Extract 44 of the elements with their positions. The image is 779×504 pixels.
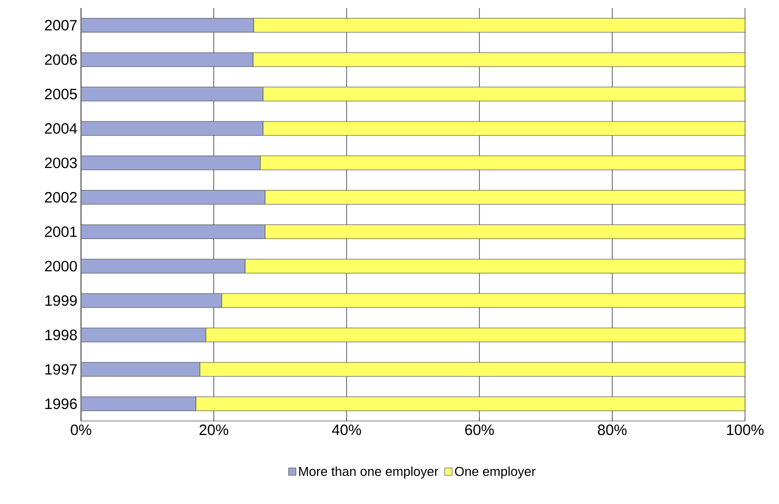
bar [262,86,746,102]
bar [264,224,746,239]
bar [260,156,746,170]
bar [81,362,200,377]
bar [206,328,746,342]
y-tick-label: 2001 [44,226,77,237]
bar [81,258,246,274]
bar [222,293,746,308]
y-tick-label: 1999 [45,295,77,306]
y-tick-label: 1996 [45,398,77,410]
x-tick-label: 80% [598,424,627,436]
y-tick-label: 2006 [44,54,77,65]
y-tick-label: 2000 [44,260,77,272]
bar [81,224,266,239]
bar [81,396,196,412]
bar [81,328,206,342]
x-tick-label: 100% [727,424,764,436]
y-tick-label: 2003 [44,158,77,168]
x-tick-label: 40% [332,424,362,436]
x-tick-label: 60% [465,424,494,436]
bar [244,258,746,274]
legend-label: More than one employer [299,466,438,479]
y-tick-label: 1998 [45,330,77,340]
bar [262,121,746,136]
y-tick-label: 2007 [44,20,77,30]
x-tick-label: 20% [200,424,228,436]
bar [81,52,254,67]
bar [81,18,254,32]
bar [81,156,261,170]
bar [200,362,746,377]
y-tick-label: 2002 [44,192,77,203]
y-tick-label: 2004 [44,123,78,134]
y-tick-label: 2005 [44,88,77,100]
bar [81,86,264,102]
bar [196,396,746,412]
bar [81,293,222,308]
bar [252,52,746,67]
bar [264,190,746,205]
x-tick-label: 0% [70,424,92,436]
legend-label: One employer [454,466,536,479]
bar [253,18,746,32]
bar [81,190,266,205]
bar [81,121,264,136]
y-tick-label: 1997 [45,364,77,375]
